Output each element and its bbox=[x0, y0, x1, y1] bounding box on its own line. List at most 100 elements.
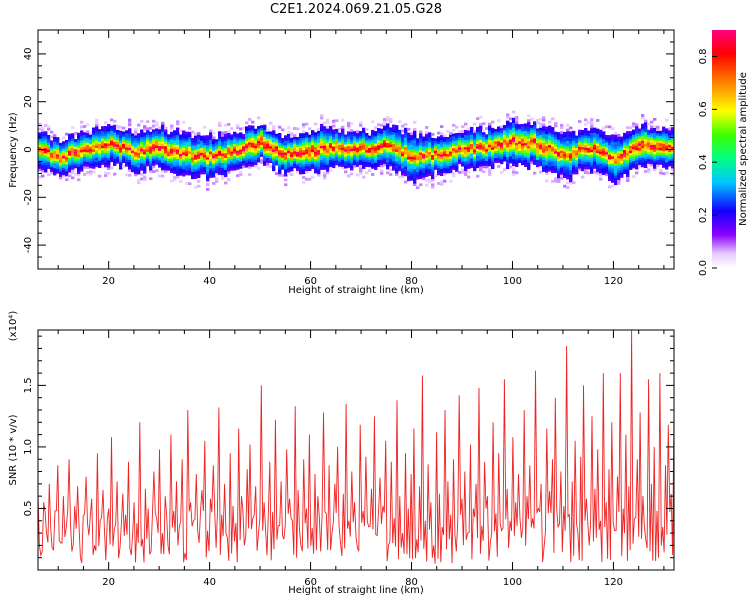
heatmap-cell bbox=[296, 139, 300, 143]
heatmap-cell bbox=[131, 157, 135, 161]
heatmap-cell bbox=[512, 158, 516, 162]
heatmap-cell bbox=[38, 158, 42, 162]
heatmap-cell bbox=[284, 164, 288, 167]
heatmap-cell bbox=[449, 139, 453, 142]
heatmap-cell bbox=[410, 173, 414, 176]
heatmap-cell bbox=[617, 134, 621, 137]
heatmap-cell bbox=[236, 155, 240, 158]
heatmap-cell bbox=[476, 136, 480, 140]
heatmap-cell bbox=[308, 141, 312, 145]
heatmap-cell bbox=[260, 130, 264, 133]
heatmap-cell bbox=[413, 180, 417, 184]
heatmap-cell bbox=[110, 156, 114, 160]
heatmap-cell bbox=[602, 172, 606, 175]
heatmap-cell bbox=[176, 163, 180, 167]
heatmap-cell bbox=[602, 145, 606, 149]
heatmap-cell bbox=[524, 159, 528, 163]
heatmap-cell bbox=[305, 163, 309, 167]
heatmap-cell bbox=[209, 165, 213, 169]
heatmap-cell bbox=[569, 157, 573, 161]
heatmap-cell bbox=[635, 164, 639, 168]
heatmap-cell bbox=[59, 164, 63, 168]
heatmap-cell bbox=[113, 136, 117, 140]
heatmap-cell bbox=[347, 126, 351, 130]
heatmap-cell bbox=[566, 138, 570, 141]
heatmap-cell bbox=[503, 141, 507, 145]
heatmap-cell bbox=[518, 148, 522, 151]
heatmap-cell bbox=[425, 178, 429, 182]
heatmap-cell bbox=[317, 144, 321, 148]
heatmap-cell bbox=[644, 119, 648, 123]
heatmap-cell bbox=[362, 134, 366, 138]
heatmap-cell bbox=[299, 147, 303, 151]
heatmap-cell bbox=[659, 161, 663, 165]
heatmap-cell bbox=[263, 136, 267, 140]
heatmap-cell bbox=[530, 151, 534, 155]
heatmap-cell bbox=[401, 143, 405, 147]
heatmap-cell bbox=[569, 164, 573, 168]
heatmap-cell bbox=[380, 145, 384, 149]
heatmap-cell bbox=[275, 143, 279, 147]
heatmap-cell bbox=[569, 145, 573, 149]
heatmap-cell bbox=[80, 152, 84, 155]
heatmap-cell bbox=[479, 168, 483, 172]
heatmap-cell bbox=[137, 135, 141, 139]
heatmap-cell bbox=[395, 134, 399, 138]
page-title: C2E1.2024.069.21.05.G28 bbox=[269, 2, 443, 17]
heatmap-cell bbox=[536, 145, 540, 148]
heatmap-cell bbox=[89, 148, 93, 152]
heatmap-cell bbox=[404, 122, 408, 126]
heatmap-cell bbox=[413, 168, 417, 172]
heatmap-cell bbox=[539, 149, 543, 152]
heatmap-cell bbox=[620, 162, 624, 166]
heatmap-cell bbox=[590, 125, 594, 129]
heatmap-cell bbox=[95, 154, 99, 158]
heatmap-cell bbox=[164, 155, 168, 159]
heatmap-cell bbox=[161, 141, 165, 144]
heatmap-cell bbox=[368, 145, 372, 148]
heatmap-cell bbox=[566, 174, 570, 177]
heatmap-cell bbox=[323, 140, 327, 144]
heatmap-cell bbox=[665, 135, 669, 139]
heatmap-cell bbox=[305, 132, 309, 136]
heatmap-cell bbox=[239, 134, 243, 138]
heatmap-cell bbox=[272, 156, 276, 160]
heatmap-cell bbox=[293, 148, 297, 152]
heatmap-cell bbox=[578, 134, 582, 138]
heatmap-cell bbox=[41, 126, 45, 130]
heatmap-cell bbox=[152, 131, 156, 135]
heatmap-cell bbox=[179, 165, 183, 169]
heatmap-cell bbox=[425, 133, 429, 137]
heatmap-cell bbox=[176, 127, 180, 131]
heatmap-cell bbox=[602, 138, 606, 142]
heatmap-cell bbox=[206, 183, 210, 187]
heatmap-cell bbox=[113, 172, 117, 176]
heatmap-cell bbox=[644, 143, 648, 147]
heatmap-cell bbox=[56, 163, 60, 167]
heatmap-cell bbox=[344, 151, 348, 155]
heatmap-cell bbox=[176, 141, 180, 145]
heatmap-cell bbox=[650, 127, 654, 131]
heatmap-cell bbox=[461, 168, 465, 172]
heatmap-cell bbox=[53, 153, 57, 157]
heatmap-cell bbox=[344, 163, 348, 167]
heatmap-cell bbox=[302, 164, 306, 167]
heatmap-cell bbox=[299, 142, 303, 146]
heatmap-cell bbox=[443, 155, 447, 159]
heatmap-cell bbox=[311, 161, 315, 165]
heatmap-cell bbox=[506, 132, 510, 136]
heatmap-cell bbox=[566, 140, 570, 144]
heatmap-cell bbox=[572, 164, 576, 168]
heatmap-cell bbox=[446, 146, 450, 150]
heatmap-cell bbox=[605, 146, 609, 150]
heatmap-cell bbox=[374, 138, 378, 142]
heatmap-cell bbox=[500, 127, 504, 131]
heatmap-cell bbox=[296, 156, 300, 160]
heatmap-cell bbox=[596, 147, 600, 151]
heatmap-cell bbox=[119, 145, 123, 148]
heatmap-cell bbox=[185, 172, 189, 176]
heatmap-cell bbox=[215, 177, 219, 181]
heatmap-cell bbox=[560, 162, 564, 166]
heatmap-cell bbox=[125, 149, 129, 153]
heatmap-cell bbox=[362, 149, 366, 153]
